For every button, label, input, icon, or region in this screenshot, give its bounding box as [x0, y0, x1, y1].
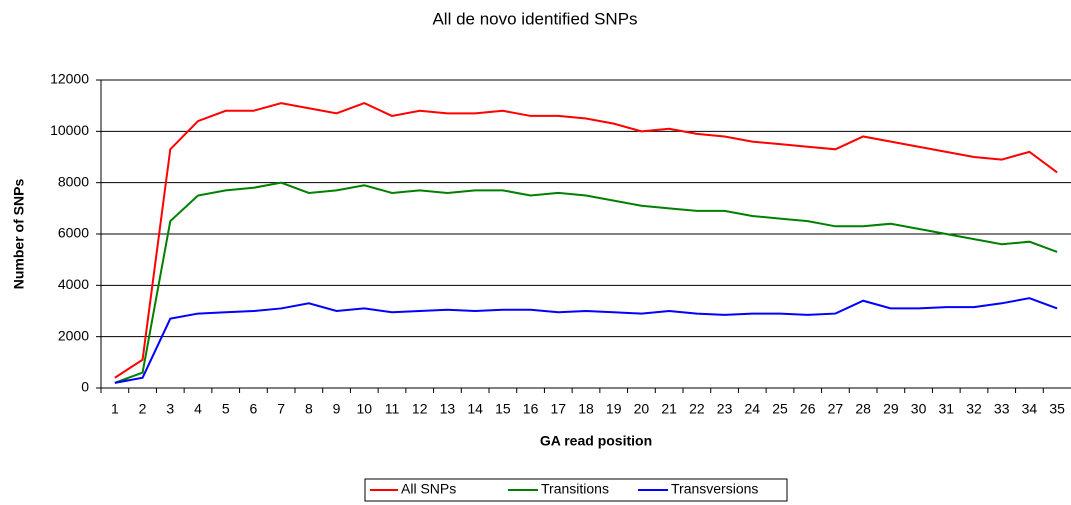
x-tick-label: 4: [194, 401, 202, 417]
legend-label: Transitions: [541, 481, 609, 497]
y-tick-label: 0: [81, 379, 89, 395]
legend-label: All SNPs: [401, 481, 456, 497]
x-tick-label: 24: [744, 401, 760, 417]
x-tick-label: 5: [222, 401, 230, 417]
x-tick-label: 14: [467, 401, 483, 417]
series-line: [114, 181, 1058, 384]
x-tick-label: 7: [277, 401, 285, 417]
x-tick-label: 25: [772, 401, 788, 417]
x-tick-label: 23: [717, 401, 733, 417]
x-tick-label: 2: [139, 401, 147, 417]
y-tick-label: 8000: [58, 173, 89, 189]
x-tick-label: 35: [1049, 401, 1065, 417]
x-tick-label: 15: [495, 401, 511, 417]
x-tick-label: 13: [440, 401, 456, 417]
x-tick-label: 29: [883, 401, 899, 417]
x-tick-label: 6: [250, 401, 258, 417]
x-tick-label: 28: [855, 401, 871, 417]
x-tick-label: 32: [966, 401, 982, 417]
x-tick-label: 33: [994, 401, 1010, 417]
chart-title: All de novo identified SNPs: [432, 9, 637, 28]
x-tick-label: 1: [111, 401, 119, 417]
y-tick-label: 6000: [58, 225, 89, 241]
y-tick-label: 10000: [50, 122, 89, 138]
x-tick-label: 34: [1022, 401, 1038, 417]
x-tick-label: 9: [333, 401, 341, 417]
series-line: [114, 297, 1058, 384]
x-tick-label: 22: [689, 401, 705, 417]
x-tick-label: 21: [661, 401, 677, 417]
y-axis-label: Number of SNPs: [11, 179, 27, 290]
y-tick-label: 4000: [58, 276, 89, 292]
x-axis-label: GA read position: [540, 433, 652, 449]
x-tick-label: 31: [938, 401, 954, 417]
x-tick-label: 17: [550, 401, 566, 417]
x-tick-label: 10: [356, 401, 372, 417]
x-tick-label: 19: [606, 401, 622, 417]
x-tick-label: 8: [305, 401, 313, 417]
legend-box: [364, 478, 788, 502]
x-tick-label: 11: [385, 401, 400, 417]
y-tick-label: 12000: [50, 71, 89, 87]
series-line: [114, 102, 1058, 379]
x-tick-label: 20: [634, 401, 650, 417]
x-tick-label: 30: [911, 401, 927, 417]
x-tick-label: 26: [800, 401, 816, 417]
legend-label: Transversions: [671, 481, 758, 497]
x-tick-label: 12: [412, 401, 428, 417]
x-tick-label: 16: [523, 401, 539, 417]
x-tick-label: 18: [578, 401, 594, 417]
x-tick-label: 3: [166, 401, 174, 417]
y-tick-label: 2000: [58, 327, 89, 343]
x-tick-label: 27: [828, 401, 844, 417]
